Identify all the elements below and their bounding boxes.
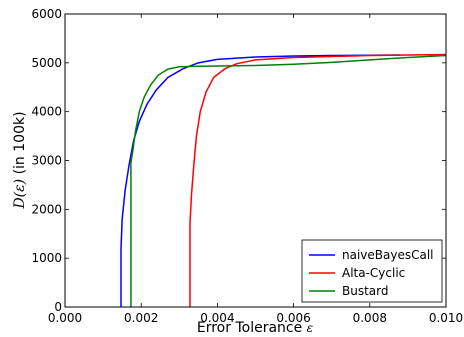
x-tick-label: 0.004	[200, 311, 234, 325]
y-axis-label-symbol: D(ε)	[12, 179, 28, 210]
legend-label-naivebayescall: naiveBayesCall	[342, 248, 434, 262]
y-tick-label: 1000	[31, 251, 62, 265]
series-line-bustard	[130, 54, 447, 307]
axis-ticks	[64, 13, 447, 308]
y-tick-label: 2000	[31, 202, 62, 216]
series-line-alta-cyclic	[189, 53, 447, 307]
x-axis-label: Error Tolerance ε	[197, 320, 313, 336]
y-tick-label: 5000	[31, 56, 62, 70]
x-tick-label: 0.010	[429, 311, 463, 325]
legend-label-alta-cyclic: Alta-Cyclic	[342, 266, 405, 280]
legend: naiveBayesCall Alta-Cyclic Bustard	[301, 239, 443, 303]
series-line-naivebayescall	[120, 54, 401, 307]
x-axis-label-text: Error Tolerance	[197, 320, 302, 336]
x-tick-label: 0.000	[48, 311, 82, 325]
x-tick-label: 0.008	[353, 311, 387, 325]
series-lines	[120, 53, 447, 307]
x-tick-label: 0.002	[124, 311, 158, 325]
y-tick-label: 3000	[31, 154, 62, 168]
axis-tick-labels: 0.000 0.002 0.004 0.006 0.008 0.010 0 1000 2000 3…	[31, 7, 463, 325]
y-tick-label: 6000	[31, 7, 62, 21]
y-axis-label: D(ε) (in 100k)	[12, 111, 28, 209]
y-tick-label: 0	[54, 300, 62, 314]
x-tick-label: 0.006	[276, 311, 310, 325]
y-axis-label-text: (in 100k)	[12, 111, 28, 178]
x-axis-label-symbol: ε	[307, 321, 313, 335]
y-tick-label: 4000	[31, 105, 62, 119]
legend-label-bustard: Bustard	[342, 284, 389, 298]
